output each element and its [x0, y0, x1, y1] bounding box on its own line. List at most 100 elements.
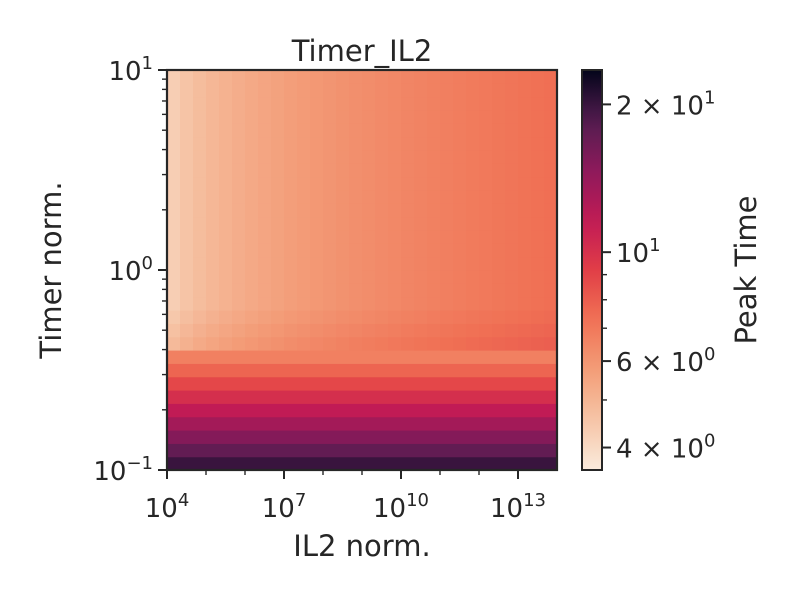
- heatmap-cell: [440, 256, 454, 271]
- heatmap-cell: [388, 323, 402, 338]
- heatmap-cell: [479, 376, 493, 391]
- heatmap-cell: [401, 256, 415, 271]
- heatmap-cell: [479, 416, 493, 431]
- heatmap-cell: [518, 283, 532, 298]
- heatmap-cell: [349, 403, 363, 418]
- heatmap-cell: [466, 310, 480, 324]
- heatmap-cell: [167, 310, 181, 324]
- heatmap-cell: [193, 70, 207, 84]
- heatmap-cell: [427, 123, 441, 138]
- heatmap-cell: [219, 163, 233, 178]
- heatmap-cell: [297, 376, 311, 391]
- heatmap-cell: [310, 136, 324, 151]
- heatmap-cell: [167, 96, 181, 111]
- heatmap-cell: [336, 430, 350, 444]
- heatmap-cell: [258, 163, 272, 178]
- heatmap-cell: [349, 256, 363, 271]
- heatmap-cell: [544, 270, 558, 284]
- heatmap-cell: [531, 336, 545, 351]
- heatmap-cell: [245, 136, 259, 151]
- heatmap-cell: [362, 136, 376, 151]
- heatmap-cell: [245, 83, 259, 98]
- y-tick-label: 101: [108, 53, 153, 87]
- heatmap-cell: [440, 310, 454, 324]
- heatmap-cell: [258, 270, 272, 284]
- heatmap-cell: [167, 323, 181, 338]
- heatmap-cell: [375, 163, 389, 178]
- heatmap-cell: [258, 190, 272, 204]
- heatmap-cell: [518, 363, 532, 378]
- heatmap-cell: [245, 336, 259, 351]
- heatmap-cell: [505, 230, 519, 244]
- heatmap-cell: [401, 430, 415, 444]
- heatmap-cell: [245, 243, 259, 258]
- heatmap-cell: [232, 70, 246, 84]
- heatmap-cell: [219, 376, 233, 391]
- heatmap-cell: [531, 136, 545, 151]
- heatmap-cell: [466, 323, 480, 338]
- heatmap-cell: [388, 123, 402, 138]
- heatmap-cell: [362, 416, 376, 431]
- heatmap-cell: [180, 163, 194, 178]
- heatmap-cell: [297, 270, 311, 284]
- heatmap-cell: [375, 403, 389, 418]
- heatmap-cell: [414, 150, 428, 164]
- heatmap-cell: [531, 70, 545, 84]
- heatmap-cell: [362, 336, 376, 351]
- heatmap-cell: [427, 403, 441, 418]
- heatmap-cell: [245, 190, 259, 204]
- heatmap-cell: [531, 416, 545, 431]
- heatmap-cell: [258, 336, 272, 351]
- heatmap-cell: [349, 430, 363, 444]
- heatmap-cell: [544, 416, 558, 431]
- heatmap-cell: [206, 136, 220, 151]
- heatmap-cell: [466, 70, 480, 84]
- heatmap-cell: [375, 416, 389, 431]
- heatmap-cell: [349, 283, 363, 298]
- heatmap-cell: [167, 176, 181, 191]
- heatmap-cell: [284, 296, 298, 311]
- heatmap-cell: [284, 456, 298, 471]
- heatmap-cell: [531, 190, 545, 204]
- heatmap-cell: [232, 176, 246, 191]
- heatmap-cell: [206, 310, 220, 324]
- heatmap-cell: [193, 270, 207, 284]
- heatmap-cell: [453, 390, 467, 404]
- heatmap-cell: [297, 150, 311, 164]
- heatmap-cell: [544, 70, 558, 84]
- heatmap-cell: [453, 110, 467, 124]
- heatmap-cell: [466, 403, 480, 418]
- heatmap-cell: [388, 376, 402, 391]
- heatmap-cell: [466, 430, 480, 444]
- heatmap-cell: [375, 270, 389, 284]
- heatmap-cell: [479, 230, 493, 244]
- heatmap-cell: [388, 70, 402, 84]
- heatmap-cell: [180, 310, 194, 324]
- heatmap-cell: [479, 83, 493, 98]
- heatmap-cell: [388, 296, 402, 311]
- heatmap-cell: [297, 323, 311, 338]
- heatmap-cell: [167, 83, 181, 98]
- heatmap-cell: [297, 230, 311, 244]
- heatmap-cell: [284, 416, 298, 431]
- heatmap-cell: [453, 283, 467, 298]
- heatmap-cell: [310, 336, 324, 351]
- heatmap-cell: [453, 430, 467, 444]
- heatmap-cell: [544, 176, 558, 191]
- heatmap-cell: [258, 123, 272, 138]
- heatmap-cell: [479, 456, 493, 471]
- heatmap-cell: [414, 323, 428, 338]
- heatmap-cell: [180, 403, 194, 418]
- heatmap-cell: [167, 283, 181, 298]
- heatmap-cell: [492, 163, 506, 178]
- heatmap-cell: [479, 216, 493, 231]
- heatmap-cell: [531, 216, 545, 231]
- heatmap-cell: [310, 96, 324, 111]
- heatmap-cell: [531, 456, 545, 471]
- heatmap-cell: [349, 350, 363, 364]
- heatmap-cell: [180, 176, 194, 191]
- heatmap-cell: [505, 96, 519, 111]
- heatmap-cell: [401, 350, 415, 364]
- heatmap-cell: [193, 110, 207, 124]
